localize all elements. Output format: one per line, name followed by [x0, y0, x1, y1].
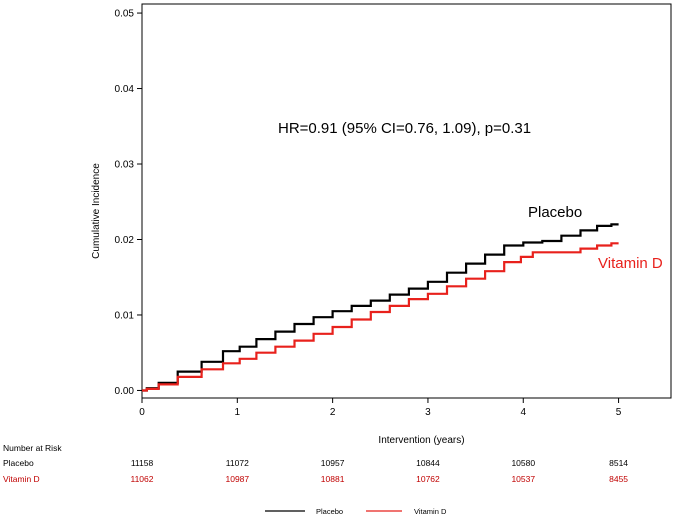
x-axis-title: Intervention (years) — [378, 435, 464, 446]
x-tick-label: 5 — [616, 407, 622, 418]
risk-count: 10844 — [416, 458, 440, 468]
risk-count: 11072 — [226, 458, 249, 468]
risk-count: 11158 — [131, 458, 154, 468]
risk-count: 10987 — [225, 474, 249, 484]
y-tick-label: 0.03 — [115, 160, 135, 171]
legend-label-vitamin-d: Vitamin D — [414, 507, 447, 516]
legend-label-placebo: Placebo — [316, 507, 343, 516]
y-tick-label: 0.04 — [115, 84, 135, 95]
series-label-vitamin-d: Vitamin D — [598, 255, 663, 272]
x-tick-label: 2 — [330, 407, 336, 418]
x-tick-label: 0 — [139, 407, 145, 418]
risk-row-label-vitamin-d: Vitamin D — [3, 474, 40, 484]
risk-count: 10881 — [321, 474, 345, 484]
x-tick-label: 3 — [425, 407, 431, 418]
plot-frame — [141, 3, 672, 399]
x-tick-label: 1 — [235, 407, 241, 418]
series-line-placebo — [142, 223, 619, 392]
x-tick-label: 4 — [520, 407, 526, 418]
risk-count: 8455 — [609, 474, 628, 484]
risk-count: 10957 — [321, 458, 345, 468]
hr-annotation: HR=0.91 (95% CI=0.76, 1.09), p=0.31 — [278, 120, 531, 137]
y-tick-label: 0.05 — [115, 9, 135, 20]
y-axis-title: Cumulative Incidence — [91, 163, 102, 259]
risk-count: 10580 — [511, 458, 535, 468]
risk-row-label-placebo: Placebo — [3, 458, 34, 468]
series-label-placebo: Placebo — [528, 204, 582, 221]
risk-count: 8514 — [609, 458, 628, 468]
series-line-vitamin-d — [142, 242, 619, 392]
y-tick-label: 0.02 — [115, 235, 135, 246]
y-tick-label: 0.01 — [115, 310, 135, 321]
risk-count: 10537 — [511, 474, 535, 484]
risk-count: 10762 — [416, 474, 440, 484]
y-tick-label: 0.00 — [115, 386, 135, 397]
number-at-risk-title: Number at Risk — [3, 443, 62, 453]
risk-count: 11062 — [130, 474, 153, 484]
